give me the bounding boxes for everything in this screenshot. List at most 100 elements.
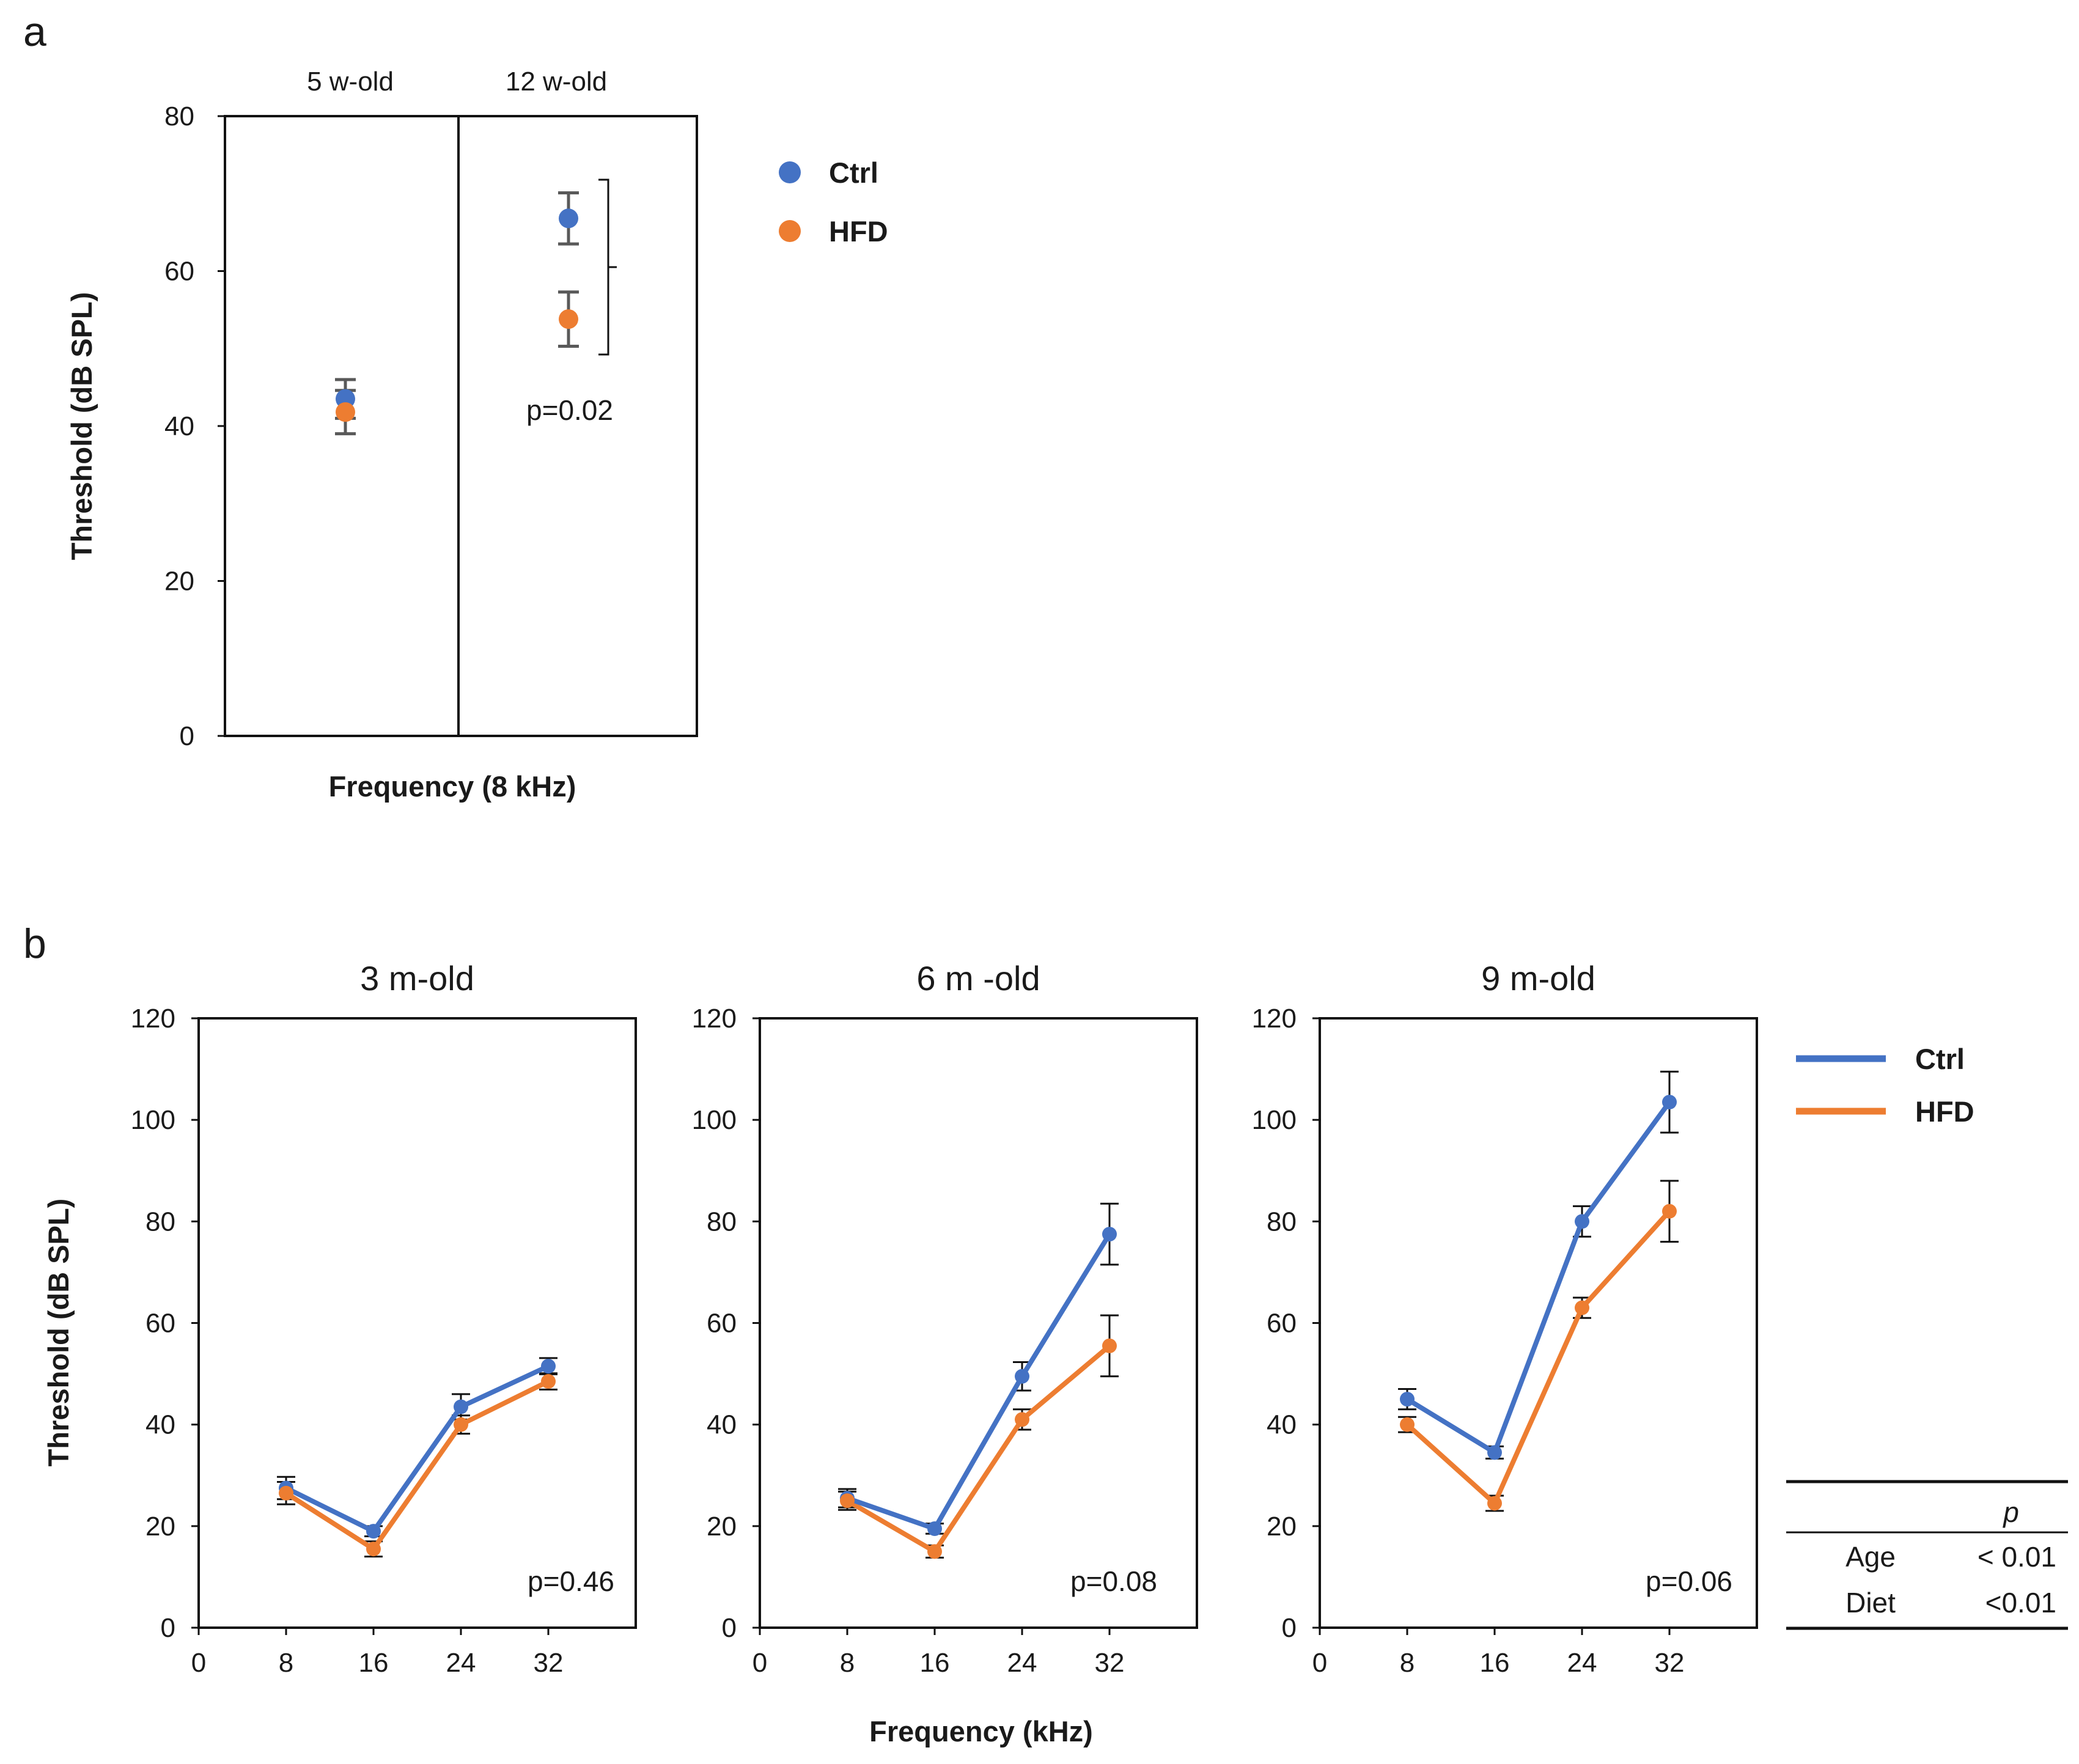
column-header-5w: 5 w-old <box>307 67 394 97</box>
data-point-hfd <box>1015 1412 1029 1427</box>
data-point-ctrl <box>927 1521 942 1536</box>
stats-table: p Age < 0.01 Diet <0.01 <box>1786 1480 2068 1630</box>
panel-a: a 5 w-old 12 w-old 0 20 40 60 80 Threshold (… <box>23 9 888 803</box>
significance-bracket <box>598 178 617 356</box>
x-tick-label: 0 <box>191 1648 206 1678</box>
chart-9m-old: 9 m-old 0 20 40 60 80 100 120 0 8 16 24 32 p=0.06 <box>1252 959 1758 1678</box>
y-tick-label: 0 <box>180 721 194 751</box>
stats-table-row-label: Age <box>1845 1541 1896 1573</box>
legend-a-hfd-label: HFD <box>829 215 888 248</box>
data-point-hfd <box>840 1493 855 1509</box>
stats-table-header: p <box>2002 1496 2019 1528</box>
data-point-hfd <box>336 402 355 422</box>
y-tick-label: 0 <box>722 1613 737 1643</box>
x-tick-label: 16 <box>359 1648 389 1678</box>
p-value: p=0.46 <box>528 1565 614 1597</box>
p-value: p=0.08 <box>1070 1565 1157 1597</box>
data-point-ctrl <box>1487 1445 1502 1460</box>
series-line-hfd <box>284 1379 550 1552</box>
y-tick-label: 20 <box>164 567 194 597</box>
data-point-hfd <box>927 1544 942 1559</box>
y-tick-label: 100 <box>1252 1105 1297 1135</box>
stats-table-row-value: < 0.01 <box>1978 1541 2056 1573</box>
y-tick-label: 60 <box>707 1309 737 1339</box>
data-point-hfd <box>366 1542 381 1557</box>
panel-a-plot-frame <box>224 115 698 737</box>
y-tick-label: 40 <box>145 1410 175 1440</box>
x-tick-label: 24 <box>1567 1648 1597 1678</box>
panel-b-y-axis-title: Threshold (dB SPL) <box>42 1199 75 1467</box>
panel-a-x-axis-title: Frequency (8 kHz) <box>329 770 576 803</box>
series-line-hfd <box>1405 1210 1671 1506</box>
legend-b-hfd-label: HFD <box>1915 1095 1974 1128</box>
plot-frame <box>1319 1017 1758 1629</box>
series-line-ctrl <box>846 1233 1112 1531</box>
chart-title: 3 m-old <box>360 959 474 998</box>
panel-b-x-axis-title: Frequency (kHz) <box>869 1715 1093 1747</box>
y-tick-label: 40 <box>1267 1410 1297 1440</box>
y-tick-label: 80 <box>164 101 194 131</box>
data-point-ctrl <box>1662 1095 1677 1110</box>
y-tick-label: 40 <box>164 411 194 441</box>
data-point-hfd <box>1102 1338 1117 1353</box>
data-point-ctrl <box>541 1359 556 1374</box>
data-point-ctrl <box>559 208 578 229</box>
y-tick-label: 60 <box>1267 1309 1297 1339</box>
data-point-ctrl <box>1400 1392 1415 1407</box>
y-tick-label: 120 <box>692 1004 737 1034</box>
panel-a-p-value: p=0.02 <box>526 394 613 426</box>
y-tick-label: 120 <box>131 1004 175 1034</box>
y-tick-label: 100 <box>692 1105 737 1135</box>
chart-6m-old: 6 m -old 0 20 40 60 80 100 120 0 8 16 24 32 p=0.08 <box>692 959 1198 1678</box>
y-tick-label: 120 <box>1252 1004 1297 1034</box>
chart-title: 9 m-old <box>1481 959 1595 998</box>
x-tick-label: 16 <box>920 1648 950 1678</box>
stats-table-row-label: Diet <box>1845 1587 1896 1619</box>
y-tick-label: 100 <box>131 1105 175 1135</box>
y-tick-label: 20 <box>707 1512 737 1542</box>
data-point-hfd <box>1575 1300 1589 1315</box>
y-tick-label: 80 <box>1267 1207 1297 1237</box>
panel-a-letter: a <box>23 9 46 55</box>
panel-a-y-axis-title: Threshold (dB SPL) <box>65 292 98 560</box>
data-point-ctrl <box>1102 1227 1117 1242</box>
panel-b-letter: b <box>23 921 46 967</box>
y-tick-label: 60 <box>164 257 194 287</box>
panel-a-y-axis: 0 20 40 60 80 <box>164 101 225 751</box>
data-point-ctrl <box>1575 1214 1589 1229</box>
y-tick-label: 40 <box>707 1410 737 1440</box>
panel-a-legend: Ctrl HFD <box>779 156 888 248</box>
series-line-ctrl <box>285 1364 550 1534</box>
legend-a-hfd-marker <box>779 220 801 242</box>
y-tick-label: 80 <box>707 1207 737 1237</box>
data-point-hfd <box>1662 1204 1677 1219</box>
column-header-12w: 12 w-old <box>506 67 607 97</box>
series-line-ctrl <box>1405 1100 1672 1455</box>
p-value: p=0.06 <box>1646 1565 1732 1597</box>
data-point-hfd <box>454 1417 468 1432</box>
x-tick-label: 24 <box>446 1648 476 1678</box>
x-tick-label: 8 <box>1400 1648 1415 1678</box>
y-tick-label: 0 <box>1282 1613 1297 1643</box>
stats-table-row-value: <0.01 <box>1985 1587 2056 1619</box>
data-point-ctrl <box>1015 1369 1029 1384</box>
x-tick-label: 0 <box>1312 1648 1327 1678</box>
x-tick-label: 8 <box>840 1648 855 1678</box>
x-tick-label: 32 <box>1655 1648 1685 1678</box>
x-tick-label: 0 <box>752 1648 767 1678</box>
data-point-hfd <box>541 1374 556 1389</box>
y-tick-label: 80 <box>145 1207 175 1237</box>
data-point-ctrl <box>454 1399 468 1414</box>
panel-b-legend: Ctrl HFD <box>1796 1043 1974 1128</box>
x-tick-label: 8 <box>279 1648 293 1678</box>
series-line-hfd <box>845 1343 1111 1554</box>
y-tick-label: 60 <box>145 1309 175 1339</box>
plot-frame <box>197 1017 637 1629</box>
data-point-hfd <box>1400 1417 1415 1432</box>
x-tick-label: 32 <box>534 1648 564 1678</box>
data-point-hfd <box>1487 1496 1502 1511</box>
data-point-hfd <box>559 309 578 329</box>
panel-a-marks <box>335 191 579 436</box>
